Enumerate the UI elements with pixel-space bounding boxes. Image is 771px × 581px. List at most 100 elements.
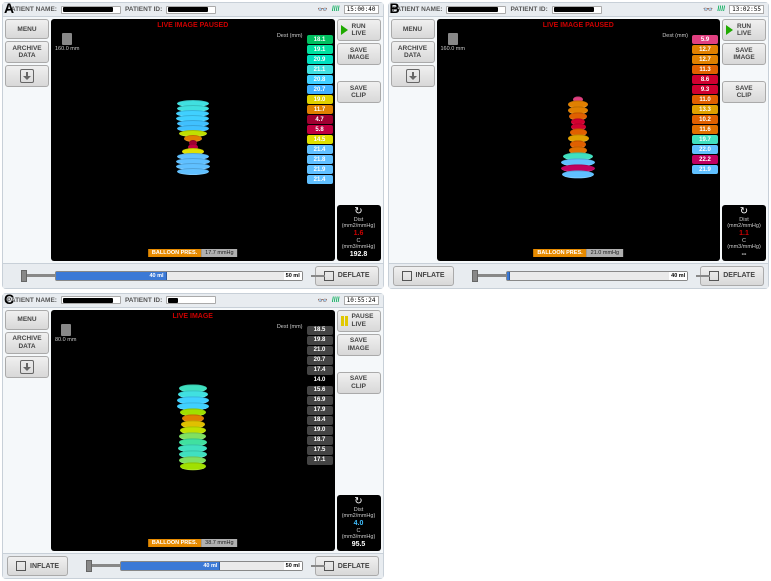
save-clip-button[interactable]: SAVE CLIP — [337, 372, 381, 394]
play-icon — [341, 25, 349, 35]
reading-seg: 19.1 — [307, 45, 333, 54]
balloon-ring — [177, 168, 209, 175]
readings-colorbar: 18.119.120.921.120.820.719.011.74.75.814… — [307, 35, 333, 184]
image-size-icon — [448, 33, 458, 45]
play-icon — [726, 25, 734, 35]
reading-seg: 22.2 — [692, 155, 718, 164]
reading-seg: 19.8 — [307, 336, 333, 345]
save-clip-button[interactable]: SAVE CLIP — [337, 81, 381, 103]
glasses-icon: 👓 — [318, 296, 328, 305]
balloon-render — [176, 102, 210, 175]
reading-seg: 11.6 — [692, 125, 718, 134]
patient-name-field[interactable] — [61, 296, 121, 304]
glasses-icon: 👓 — [703, 5, 713, 14]
download-button[interactable] — [5, 356, 49, 378]
archive-data-button[interactable]: ARCHIVE DATA — [391, 41, 435, 63]
reading-seg: 20.8 — [307, 75, 333, 84]
viewer: LIVE IMAGE80.0 mmDest (mm)18.519.821.020… — [51, 310, 335, 552]
download-icon — [20, 360, 34, 374]
patient-id-label: PATIENT ID: — [510, 6, 547, 13]
comp-label: C (mm3/mmHg) — [340, 238, 378, 250]
syringe-rod — [27, 274, 55, 277]
reading-seg: 12.7 — [692, 45, 718, 54]
balloon-render — [177, 387, 209, 471]
reading-seg: 19.0 — [307, 95, 333, 104]
syringe-cap-label: 50 ml — [284, 562, 302, 570]
viewer: LIVE IMAGE PAUSED160.0 mmDest (mm)18.119… — [51, 19, 335, 261]
patient-id-field[interactable] — [166, 296, 216, 304]
syringe-track[interactable]: 40 ml — [506, 271, 689, 281]
metrics-box: ↻Dist (mm2/mmHg)1.6C (mm3/mmHg)192.8 — [337, 205, 381, 261]
inflate-button[interactable]: INFLATE — [393, 266, 454, 286]
syringe-track[interactable]: 40 ml50 ml — [120, 561, 303, 571]
clock: 13:02:55 — [729, 5, 764, 14]
syringe: 40 ml — [458, 267, 697, 285]
reading-seg: 21.1 — [307, 65, 333, 74]
image-size-icon — [61, 324, 71, 336]
deflate-icon — [709, 271, 719, 281]
panel-wrap-c: CPATIENT NAME:PATIENT ID:👓////10:55:24ME… — [2, 293, 384, 580]
menu-button[interactable]: MENU — [5, 19, 49, 39]
waves-icon: //// — [332, 6, 340, 13]
topbar: PATIENT NAME:PATIENT ID:👓////13:02:55 — [389, 3, 769, 17]
dist-label: Dist (mm2/mmHg) — [340, 217, 378, 229]
archive-data-button[interactable]: ARCHIVE DATA — [5, 332, 49, 354]
syringe-track[interactable]: 40 ml50 ml — [55, 271, 303, 281]
pause-icon — [341, 316, 349, 326]
clock: 15:00:40 — [344, 5, 379, 14]
metrics-box: ↻Dist (mm2/mmHg)1.1C (mm3/mmHg)-- — [722, 205, 766, 261]
panel-label-b: B — [390, 0, 400, 16]
image-size-chip: 160.0 mm — [441, 33, 465, 52]
reading-seg: 17.4 — [307, 366, 333, 375]
right-sidebar: RUN LIVE SAVE IMAGE SAVE CLIP ↻Dist (mm2/mm… — [722, 19, 766, 261]
download-button[interactable] — [5, 65, 49, 87]
image-size-chip: 80.0 mm — [55, 324, 76, 343]
reading-seg: 18.1 — [307, 35, 333, 44]
reading-seg: 21.4 — [307, 145, 333, 154]
readings-colorbar: 18.519.821.020.717.414.015.616.917.918.4… — [307, 326, 333, 465]
syringe-rod — [92, 564, 120, 567]
reading-seg: 14.5 — [307, 135, 333, 144]
patient-name-field[interactable] — [446, 6, 506, 14]
patient-id-field[interactable] — [552, 6, 602, 14]
run-live-button[interactable]: PAUSE LIVE — [337, 310, 381, 332]
save-image-button[interactable]: SAVE IMAGE — [337, 43, 381, 65]
reading-seg: 10.2 — [692, 115, 718, 124]
readings-colorbar: 5.912.712.711.38.69.311.013.310.211.619.… — [692, 35, 718, 174]
image-size-text: 80.0 mm — [55, 337, 76, 343]
bottombar: INFLATE 40 ml50 ml DEFLATE — [3, 553, 383, 578]
glasses-icon: 👓 — [318, 5, 328, 14]
reading-seg: 4.7 — [307, 115, 333, 124]
save-image-button[interactable]: SAVE IMAGE — [337, 334, 381, 356]
reading-seg: 20.7 — [307, 85, 333, 94]
reading-seg: 21.0 — [307, 346, 333, 355]
clock: 10:55:24 — [344, 296, 379, 305]
run-live-button[interactable]: RUN LIVE — [722, 19, 766, 41]
run-live-label: RUN LIVE — [737, 23, 751, 37]
archive-data-button[interactable]: ARCHIVE DATA — [5, 41, 49, 63]
reading-seg: 12.7 — [692, 55, 718, 64]
panel-wrap-b: BPATIENT NAME:PATIENT ID:👓////13:02:55ME… — [388, 2, 770, 289]
reading-seg: 8.6 — [692, 75, 718, 84]
dest-label: Dest (mm) — [277, 324, 303, 330]
run-live-button[interactable]: RUN LIVE — [337, 19, 381, 41]
image-size-text: 160.0 mm — [441, 46, 465, 52]
deflate-label: DEFLATE — [338, 563, 370, 570]
pressure-label: BALLOON PRES. — [533, 249, 586, 257]
deflate-label: DEFLATE — [723, 272, 755, 279]
reading-seg: 21.8 — [307, 155, 333, 164]
image-size-text: 160.0 mm — [55, 46, 79, 52]
download-button[interactable] — [391, 65, 435, 87]
menu-button[interactable]: MENU — [5, 310, 49, 330]
app-panel-b: PATIENT NAME:PATIENT ID:👓////13:02:55MEN… — [388, 2, 770, 289]
menu-button[interactable]: MENU — [391, 19, 435, 39]
patient-name-field[interactable] — [61, 6, 121, 14]
save-image-button[interactable]: SAVE IMAGE — [722, 43, 766, 65]
reading-seg: 11.3 — [692, 65, 718, 74]
inflate-button[interactable]: INFLATE — [7, 556, 68, 576]
save-clip-button[interactable]: SAVE CLIP — [722, 81, 766, 103]
app-panel-a: PATIENT NAME:PATIENT ID:👓////15:00:40MEN… — [2, 2, 384, 289]
pressure-strip: BALLOON PRES.38.7 mmHg — [148, 539, 238, 547]
patient-id-field[interactable] — [166, 6, 216, 14]
topbar: PATIENT NAME:PATIENT ID:👓////10:55:24 — [3, 294, 383, 308]
